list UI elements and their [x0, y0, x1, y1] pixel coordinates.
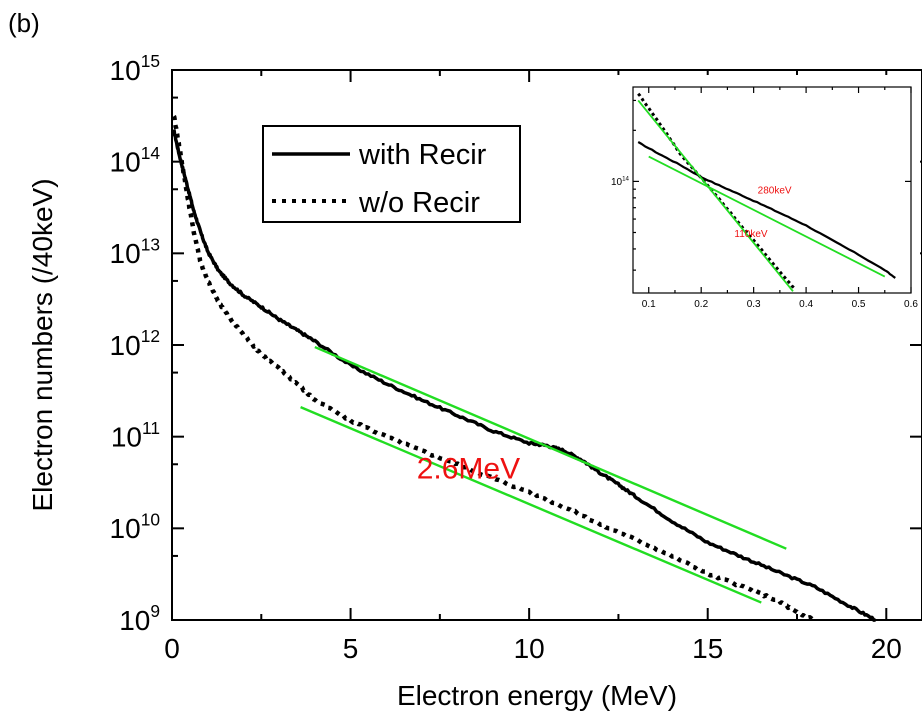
legend-box: [262, 125, 521, 223]
y-tick-label: 1012: [110, 326, 160, 361]
inset-x-tick-label: 0.2: [694, 299, 708, 310]
x-tick-label: 10: [514, 633, 545, 664]
inset-x-tick-label: 0.3: [747, 299, 761, 310]
series-w-o-recir: [171, 114, 816, 623]
x-axis-title: Electron energy (MeV): [397, 680, 677, 711]
y-tick-label: 1010: [110, 510, 160, 545]
annotation: 2.6MeV: [417, 452, 520, 485]
inset-annotation: 280keV: [758, 185, 792, 196]
inset-fit-line: [637, 99, 794, 292]
y-axis-title: Electron numbers (/40keV): [27, 178, 58, 511]
inset-annotation: 110keV: [734, 229, 768, 240]
y-tick-label: 1015: [110, 51, 160, 86]
x-tick-label: 15: [692, 633, 723, 664]
y-tick-label: 1014: [110, 143, 161, 178]
legend: with Recir w/o Recir: [262, 125, 521, 223]
y-tick-label: 1013: [110, 235, 160, 270]
inset-x-tick-label: 0.5: [852, 299, 866, 310]
inset-plot-frame: [632, 86, 912, 294]
y-tick-label: 109: [119, 601, 160, 636]
panel-label: (b): [8, 8, 40, 38]
inset-series-with-recir: [637, 141, 896, 279]
x-tick-label: 0: [164, 633, 180, 664]
series-with-recir: [172, 128, 876, 622]
legend-label-without-recir: w/o Recir: [358, 187, 480, 219]
inset-x-tick-label: 0.1: [642, 299, 656, 310]
main-chart: 0 5 10 15 201091010101110121013101410152.6Me…: [110, 51, 922, 664]
legend-label-with-recir: with Recir: [358, 139, 487, 171]
inset-x-tick-label: 0.6: [904, 299, 918, 310]
inset-x-tick-label: 0.4: [799, 299, 813, 310]
x-tick-label: 5: [343, 633, 359, 664]
inset-fit-line: [648, 155, 886, 278]
fit-line: [314, 345, 787, 550]
fit-line: [300, 406, 762, 604]
x-tick-label: 20: [871, 633, 902, 664]
y-tick-label: 1011: [111, 418, 160, 453]
